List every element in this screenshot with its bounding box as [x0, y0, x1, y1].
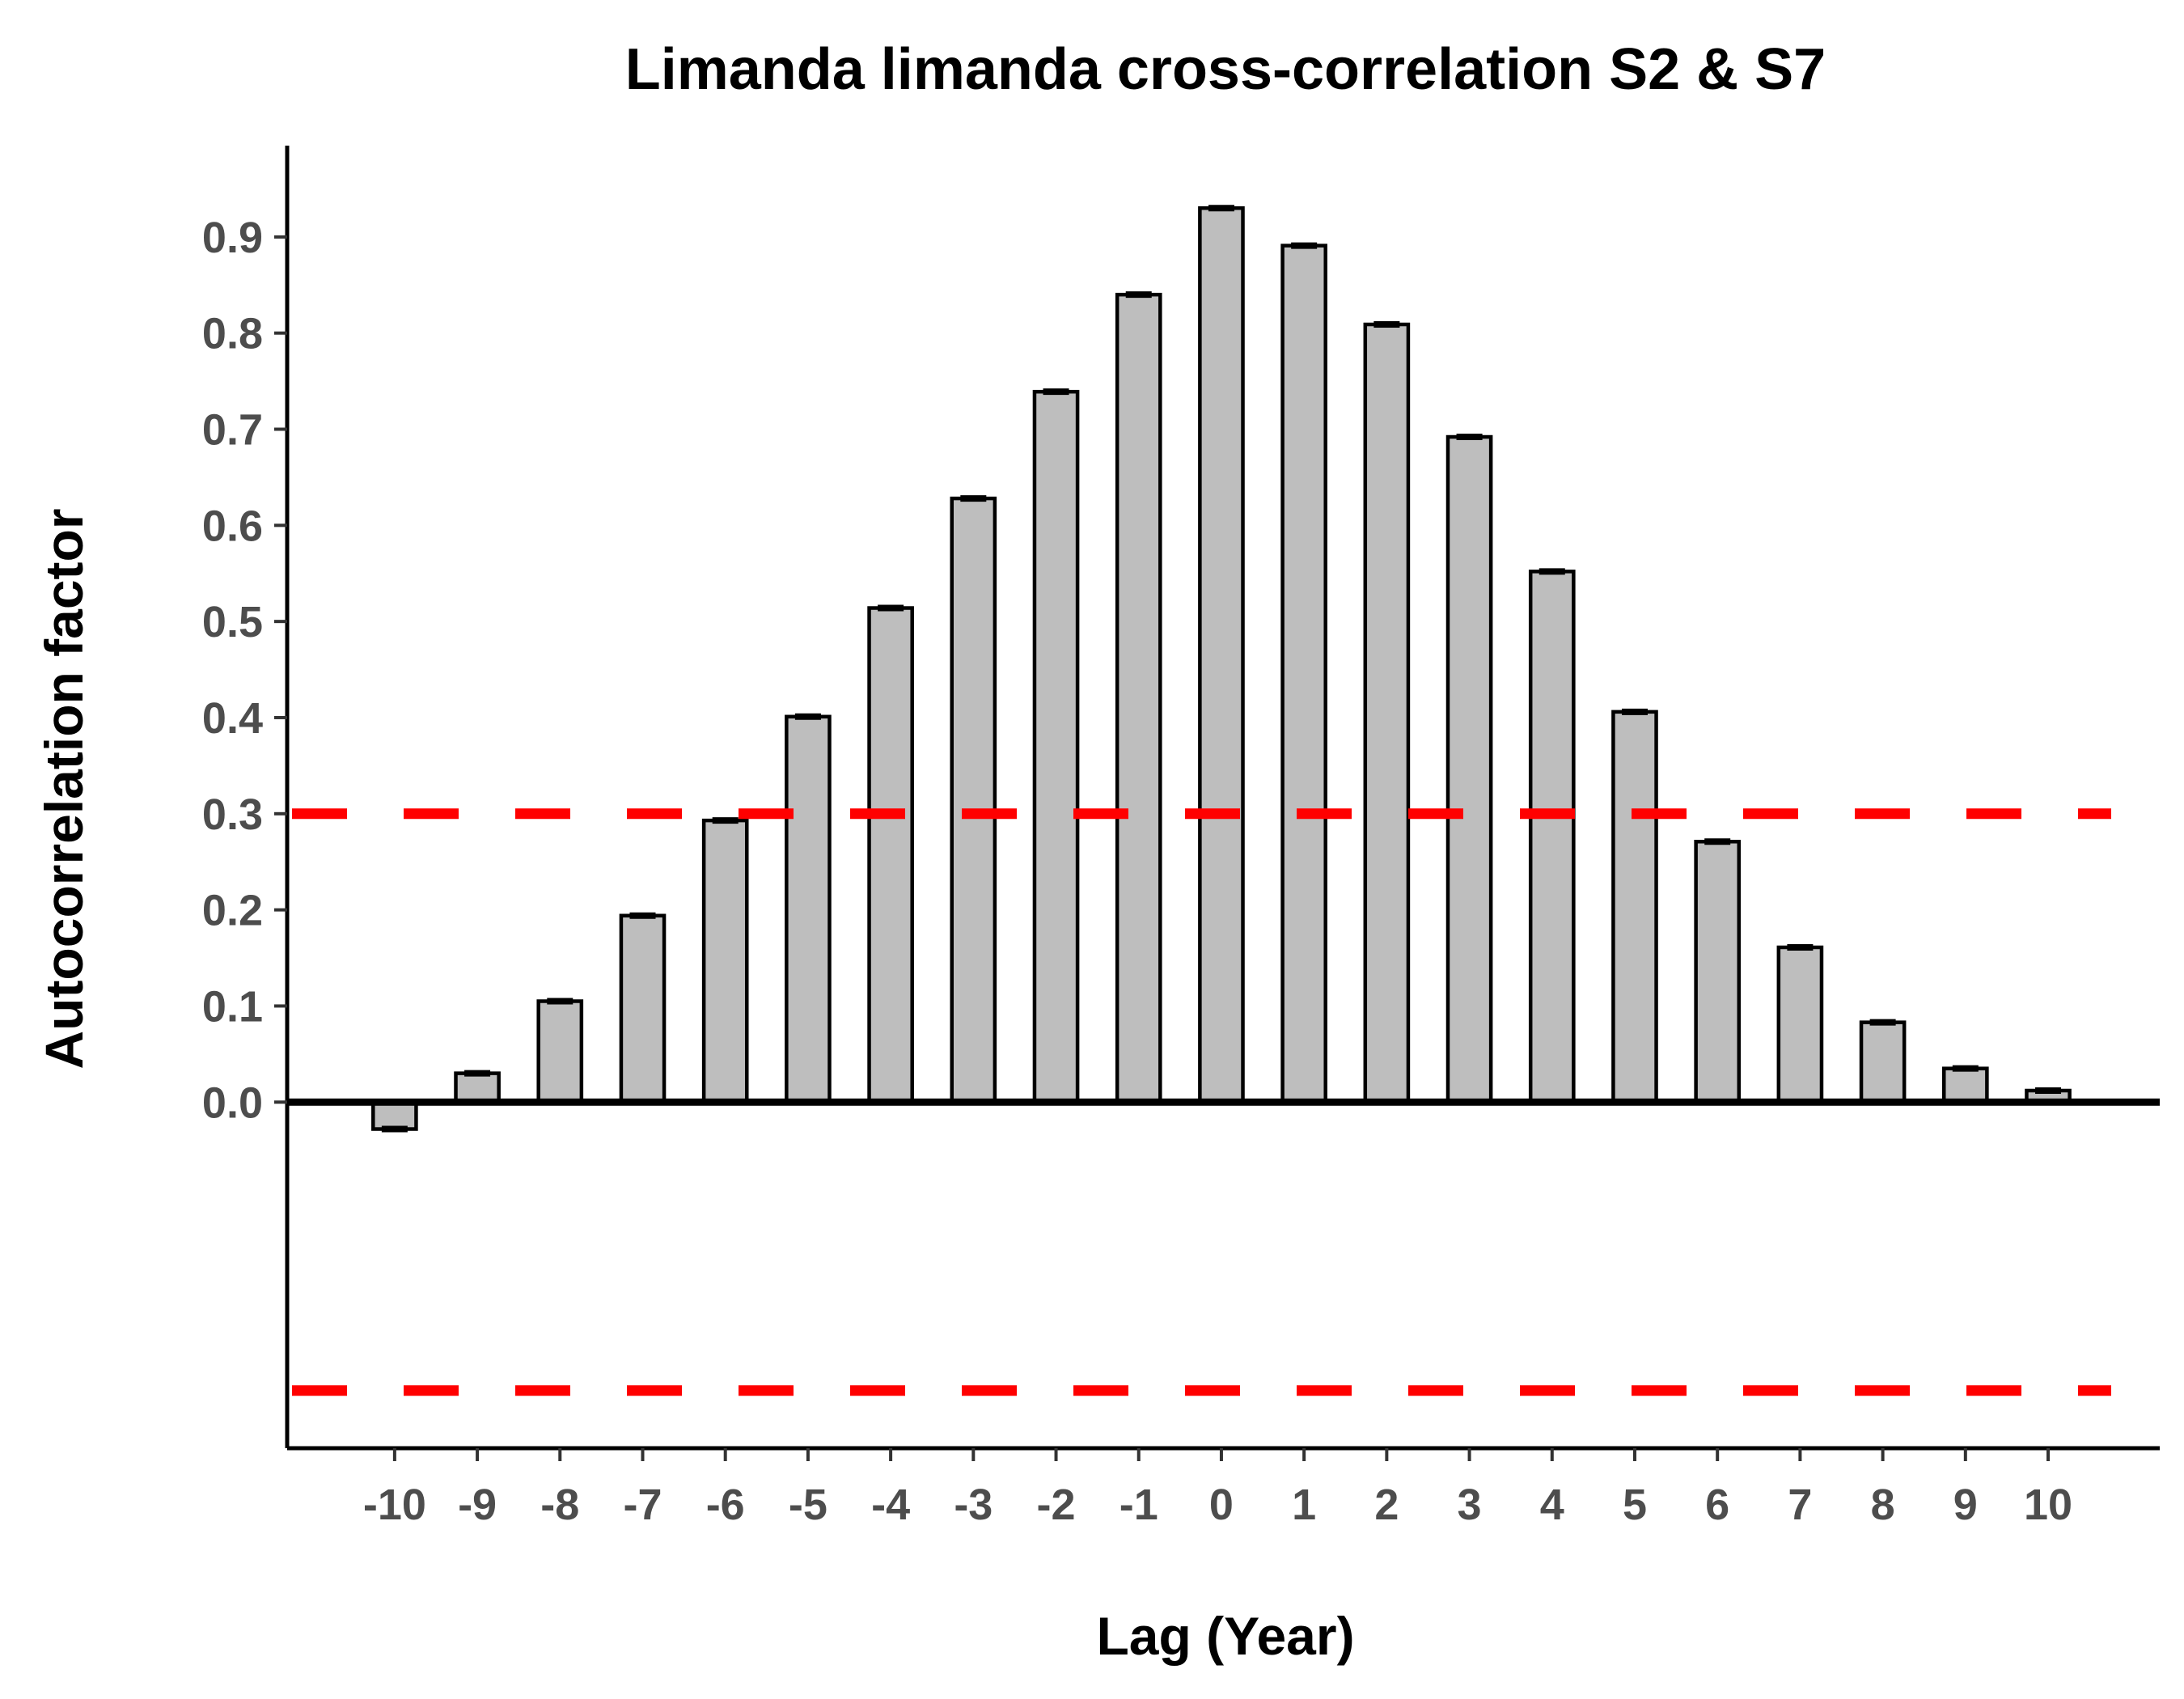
x-tick-label: 8: [1871, 1481, 1895, 1529]
y-tick-label: 0.8: [202, 310, 263, 358]
y-tick-label: 0.4: [202, 694, 263, 743]
y-tick-label: 0.9: [202, 214, 263, 262]
plot-area: 0.00.10.20.30.40.50.60.70.80.9-10 -9 -8 -7-…: [202, 146, 2160, 1529]
y-tick-label: 0.7: [202, 406, 263, 455]
bar-lag-9: [1941, 1066, 1989, 1104]
y-tick-label: 0.0: [202, 1078, 263, 1127]
x-tick-label: 5: [1623, 1481, 1647, 1529]
x-tick-label: 1: [1292, 1481, 1316, 1529]
bar-lag-2: [1363, 322, 1411, 1104]
x-tick-label: -5: [789, 1481, 827, 1529]
bar-lag--10: [371, 1100, 418, 1131]
y-axis-title: Autocorrelation factor: [34, 508, 94, 1069]
x-tick-label: 2: [1374, 1481, 1399, 1529]
y-tick-label: 0.1: [202, 982, 263, 1031]
x-tick-label: -9: [458, 1481, 497, 1529]
x-axis-title: Lag (Year): [1096, 1606, 1354, 1666]
bar-lag--4: [867, 606, 914, 1104]
y-tick-label: 0.5: [202, 598, 263, 646]
bar-lag-6: [1694, 840, 1742, 1104]
x-tick-label: -2: [1037, 1481, 1076, 1529]
bar-lag-0: [1198, 205, 1245, 1104]
bar-lag--2: [1032, 389, 1080, 1104]
y-tick-label: 0.2: [202, 887, 263, 935]
x-tick-label: 10: [2024, 1481, 2072, 1529]
x-tick-label: 3: [1458, 1481, 1482, 1529]
x-tick-label: -8: [540, 1481, 579, 1529]
x-tick-label: -3: [954, 1481, 993, 1529]
x-tick-label: -6: [706, 1481, 745, 1529]
bar-lag-7: [1776, 945, 1824, 1104]
x-tick-label: 4: [1540, 1481, 1564, 1529]
bar-lag-1: [1280, 244, 1327, 1104]
bar-lag--3: [950, 496, 997, 1104]
bar-lag--1: [1115, 292, 1162, 1104]
bar-lag--8: [536, 999, 584, 1104]
chart-title: Limanda limanda cross-correlation S2 & S…: [625, 37, 1826, 102]
bar-lag-8: [1859, 1020, 1907, 1104]
x-tick-label: -4: [871, 1481, 910, 1529]
x-tick-label: 7: [1788, 1481, 1812, 1529]
x-tick-label: -7: [623, 1481, 662, 1529]
bar-lag--7: [619, 913, 667, 1104]
bar-lag--5: [785, 714, 832, 1104]
x-tick-label: -10: [363, 1481, 426, 1529]
bar-lag-3: [1445, 434, 1493, 1104]
y-tick-label: 0.6: [202, 502, 263, 550]
x-tick-label: 0: [1209, 1481, 1234, 1529]
bar-lag--6: [701, 818, 749, 1104]
bar-lag-5: [1611, 710, 1658, 1104]
bar-lag--9: [454, 1071, 501, 1104]
x-tick-label: 6: [1705, 1481, 1729, 1529]
x-tick-label: 9: [1953, 1481, 1978, 1529]
bar-lag-4: [1528, 570, 1576, 1104]
x-tick-label: -1: [1120, 1481, 1158, 1529]
y-tick-label: 0.3: [202, 790, 263, 839]
